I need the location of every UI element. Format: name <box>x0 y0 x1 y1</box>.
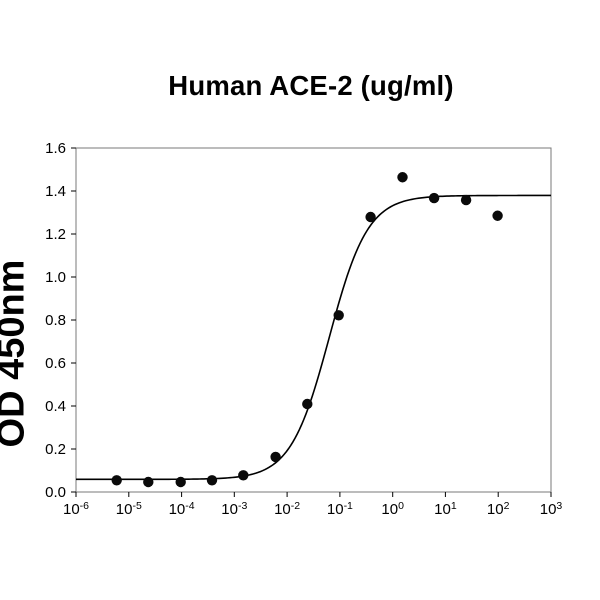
svg-text:10-1: 10-1 <box>327 500 353 518</box>
svg-text:0.6: 0.6 <box>45 355 66 372</box>
svg-text:10-4: 10-4 <box>169 500 195 518</box>
svg-text:10-6: 10-6 <box>63 500 89 518</box>
svg-text:103: 103 <box>540 500 563 518</box>
svg-text:0.2: 0.2 <box>45 441 66 458</box>
svg-text:0.8: 0.8 <box>45 312 66 329</box>
svg-text:1.4: 1.4 <box>45 183 66 200</box>
svg-text:102: 102 <box>487 500 510 518</box>
svg-text:10-5: 10-5 <box>116 500 142 518</box>
svg-text:100: 100 <box>381 500 404 518</box>
svg-text:1.6: 1.6 <box>45 140 66 157</box>
svg-text:0.4: 0.4 <box>45 398 66 415</box>
svg-text:101: 101 <box>434 500 457 518</box>
svg-text:10-3: 10-3 <box>221 500 247 518</box>
svg-text:0.0: 0.0 <box>45 484 66 501</box>
svg-text:10-2: 10-2 <box>274 500 300 518</box>
svg-text:1.0: 1.0 <box>45 269 66 286</box>
svg-text:1.2: 1.2 <box>45 226 66 243</box>
